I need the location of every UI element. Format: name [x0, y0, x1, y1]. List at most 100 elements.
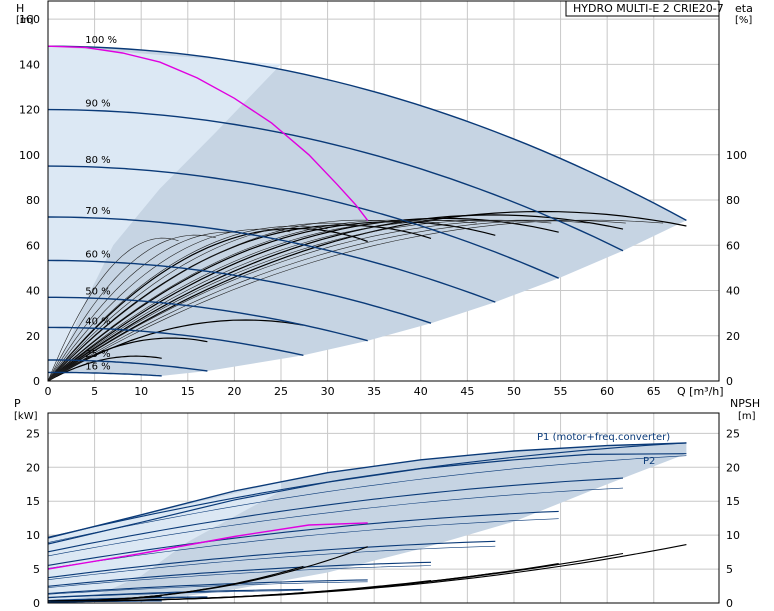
npsh-tick-label: 20 — [726, 461, 740, 474]
speed-curve — [48, 326, 304, 356]
flow-tick-label: 20 — [227, 385, 241, 398]
eta-tick-label: 0 — [726, 375, 733, 388]
eta-sweep-line — [47, 237, 179, 382]
speed-curve — [47, 165, 559, 279]
p1-series-label: P1 (motor+freq.converter) — [537, 432, 670, 443]
eta-sweep-line — [47, 219, 589, 382]
head-tick-label: 60 — [26, 239, 40, 252]
npsh-tick-label: 0 — [726, 597, 733, 610]
speed-curves — [47, 45, 687, 377]
speed-curve — [47, 108, 624, 252]
eta-axis-label: eta — [735, 2, 753, 15]
speed-power-curve — [47, 442, 687, 538]
power-region-light — [48, 482, 281, 601]
power-tick-label: 20 — [26, 461, 40, 474]
power-tick-label: 25 — [26, 427, 40, 440]
power-region — [48, 442, 687, 601]
power-region-area — [48, 442, 687, 601]
speed-labels: 100 % 90 % 80 % 70 % 60 % 50 % 40 % 25 %16 % — [85, 35, 117, 372]
speed-curve — [48, 371, 162, 377]
head-tick-label: 0 — [33, 375, 40, 388]
speed-power-curve — [47, 510, 559, 566]
efficiency-curves — [47, 210, 687, 382]
eta-sweep-line — [47, 219, 515, 382]
power-panel: 0 0 5 5 10 10 15 15 20 20 25 25 P [kW] NPSH [m] P1 … — [14, 397, 760, 610]
flow-tick-label: 30 — [321, 385, 335, 398]
head-tick-label: 120 — [19, 104, 40, 117]
speed-label: 80 % — [85, 155, 110, 166]
speed-curve — [47, 259, 432, 324]
flow-tick-label: 60 — [600, 385, 614, 398]
head-tick-label: 20 — [26, 330, 40, 343]
operating-region-light — [48, 46, 281, 381]
eta-curve — [47, 227, 368, 382]
speed-shaft-power-curve — [47, 545, 496, 580]
flow-tick-label: 55 — [554, 385, 568, 398]
power-axis-unit: [kW] — [14, 411, 38, 422]
power-axis-label: P — [14, 397, 21, 410]
speed-label: 40 % — [85, 316, 110, 327]
speed-label: 50 % — [85, 286, 110, 297]
eta-tick-label: 100 — [726, 149, 747, 162]
head-axis-unit: [m] — [16, 15, 34, 26]
flow-tick-label: 45 — [460, 385, 474, 398]
speed-shaft-power-curve — [48, 600, 162, 603]
head-frame — [47, 0, 720, 382]
speed-power-curve — [47, 477, 624, 553]
eta-tick-label: 60 — [726, 239, 740, 252]
speed-power-curve — [47, 540, 496, 579]
eta-curve — [47, 224, 432, 382]
flow-tick-label: 65 — [647, 385, 661, 398]
speed-shaft-power-curve — [47, 518, 559, 569]
npsh-tick-label: 15 — [726, 495, 740, 508]
npsh-axis-label: NPSH — [730, 397, 760, 410]
p1-curve — [47, 442, 687, 539]
eta-curve — [47, 319, 304, 382]
eta-curve — [47, 355, 162, 382]
title-box — [565, 0, 720, 17]
flow-tick-label: 5 — [91, 385, 98, 398]
flow-tick-label: 10 — [134, 385, 148, 398]
eta-sweep-line — [47, 222, 365, 382]
flow-tick-label: 15 — [181, 385, 195, 398]
npsh-tick-label: 25 — [726, 427, 740, 440]
eta-sweep-line — [47, 219, 403, 382]
flow-axis-label: Q [m³/h] — [677, 385, 724, 398]
npsh-curve — [48, 580, 432, 602]
power-frame — [47, 412, 720, 604]
eta-sweep-line — [47, 219, 552, 382]
speed-shaft-power-curve — [47, 487, 624, 557]
eta-tick-label: 40 — [726, 285, 740, 298]
power-tick-label: 15 — [26, 495, 40, 508]
flow-tick-label: 35 — [367, 385, 381, 398]
eta-sweep-line — [47, 231, 254, 382]
head-tick-label: 40 — [26, 285, 40, 298]
npsh-curve — [48, 595, 162, 602]
head-tick-label: 100 — [19, 149, 40, 162]
eta-tick-label: 20 — [726, 330, 740, 343]
operating-region — [48, 46, 687, 381]
p2-series-label: P2 — [643, 456, 655, 467]
bep-curve — [47, 45, 369, 221]
power-tick-label: 0 — [33, 597, 40, 610]
eta-sweep-line — [47, 219, 626, 382]
power-ticks: 0 0 5 5 10 10 15 15 20 20 25 25 — [26, 427, 740, 610]
speed-power-curve — [47, 561, 432, 587]
bep-line — [47, 45, 369, 221]
eta-sweep-line — [47, 234, 216, 382]
head-panel: 100 % 90 % 80 % 70 % 60 % 50 % 40 % 25 %16 % 0 2… — [16, 0, 753, 398]
speed-curve — [48, 359, 208, 372]
eta-axis-unit: [%] — [735, 15, 752, 26]
bep-power-line — [47, 522, 368, 570]
eta-curve — [47, 217, 559, 382]
speed-curve — [48, 296, 368, 342]
flow-tick-label: 50 — [507, 385, 521, 398]
eta-tick-label: 80 — [726, 194, 740, 207]
npsh-curves — [47, 544, 687, 602]
flow-tick-label: 0 — [45, 385, 52, 398]
eta-curve — [47, 221, 496, 382]
speed-power-curve — [47, 579, 368, 595]
head-tick-label: 160 — [19, 13, 40, 26]
speed-power-curve — [47, 588, 304, 598]
